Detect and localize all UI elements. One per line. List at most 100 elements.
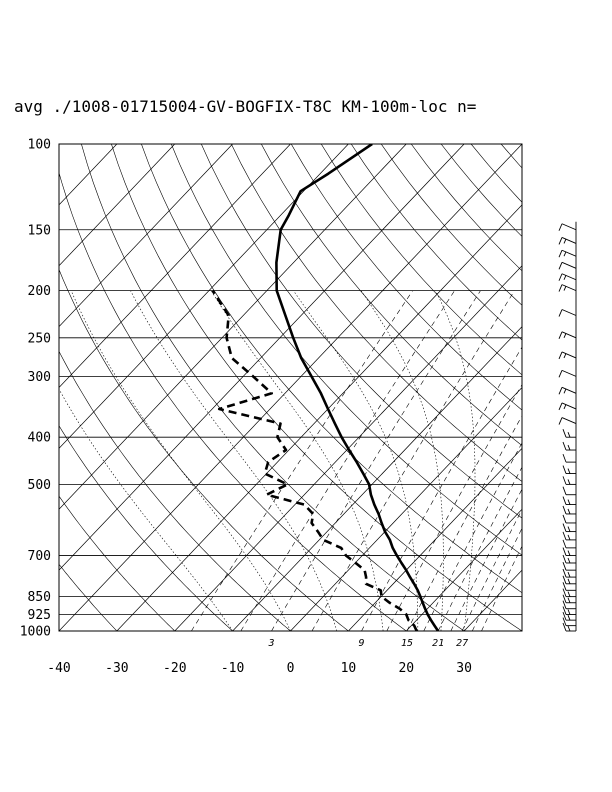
moist-adiabat — [70, 290, 291, 631]
wind-barb — [562, 465, 576, 474]
wind-barb-feather — [562, 600, 567, 609]
pressure-tick-label: 400 — [28, 431, 51, 446]
wind-barb — [562, 496, 576, 506]
wind-barb-feather — [562, 611, 567, 621]
temperature-tick-label: -30 — [105, 661, 128, 676]
dry-adiabat — [231, 144, 522, 482]
pressure-tick-label: 850 — [28, 590, 51, 605]
pressure-tick-label: 925 — [28, 608, 51, 623]
wind-barb — [562, 561, 576, 571]
wind-barb — [558, 309, 577, 317]
temperature-tick-label: -20 — [163, 661, 186, 676]
wind-barb-feather — [562, 523, 567, 532]
wind-barb-feather — [563, 388, 567, 394]
wind-barb-feather — [562, 429, 567, 438]
wind-barb-shaft — [561, 417, 577, 424]
moist-adiabat — [130, 290, 338, 631]
isotherm — [59, 144, 118, 206]
wind-barb-shaft — [561, 351, 577, 359]
plot-frame — [58, 143, 523, 632]
wind-barb-feather — [562, 568, 567, 578]
wind-barb — [562, 539, 576, 549]
wind-barb — [562, 486, 576, 496]
wind-barb-feather — [563, 251, 567, 257]
wind-barb-feather — [558, 284, 563, 292]
wind-barb-feather — [562, 622, 567, 632]
mixing-ratio-line — [406, 415, 522, 631]
wind-barb-feather — [558, 309, 563, 317]
wind-barb-feather — [562, 476, 567, 485]
mixing-ratio-label: 27 — [456, 638, 468, 649]
wind-barb — [562, 547, 576, 557]
moist-adiabat — [360, 290, 444, 631]
mixing-ratio-line — [423, 442, 522, 631]
dry-adiabat — [500, 144, 522, 169]
dry-adiabat — [350, 144, 522, 341]
wind-barb-feather — [558, 402, 563, 411]
wind-barb — [558, 369, 577, 378]
wind-barb — [562, 514, 576, 524]
moist-adiabat — [59, 388, 233, 631]
wind-barb-feather — [562, 606, 567, 615]
wind-barb-feather — [558, 273, 563, 281]
wind-barb-feather — [562, 531, 567, 541]
dry-adiabat — [201, 144, 522, 519]
wind-barb-feather — [567, 479, 571, 485]
dewpoint-profile — [211, 289, 418, 631]
isotherm — [59, 144, 465, 571]
dry-adiabat — [440, 144, 522, 237]
wind-barb-feather — [558, 351, 563, 360]
dry-adiabat — [290, 144, 522, 411]
wind-barb — [558, 417, 577, 425]
isotherm — [59, 144, 176, 267]
wind-barb-shaft — [561, 284, 577, 292]
wind-barb-shaft — [561, 223, 577, 231]
wind-barb-feather — [567, 508, 571, 515]
dry-adiabat — [171, 144, 522, 556]
wind-barb — [558, 351, 577, 360]
wind-barb-feather — [562, 582, 567, 591]
pressure-tick-label: 100 — [28, 138, 51, 153]
wind-barb — [562, 441, 576, 451]
wind-barb — [558, 273, 577, 281]
wind-barb-feather — [567, 526, 571, 532]
wind-barb-feather — [562, 617, 567, 626]
wind-barb — [562, 622, 576, 632]
wind-barb — [562, 582, 576, 591]
wind-barb-feather — [567, 468, 571, 474]
wind-barb — [562, 594, 576, 604]
isotherm — [59, 144, 291, 389]
mixing-ratio-line — [450, 488, 522, 631]
wind-barb-feather — [563, 275, 567, 280]
dry-adiabat — [410, 144, 522, 272]
isotherm — [463, 569, 522, 631]
wind-barb-feather — [567, 597, 571, 603]
wind-barb-feather — [562, 505, 567, 515]
pressure-tick-label: 700 — [28, 549, 51, 564]
wind-barb-feather — [563, 404, 567, 410]
wind-barb-feather — [562, 453, 567, 463]
wind-barb — [562, 476, 576, 485]
isotherm — [348, 447, 522, 631]
wind-barb-feather — [567, 625, 571, 632]
wind-barb-feather — [562, 465, 567, 474]
isotherm — [521, 630, 522, 631]
temperature-tick-label: 0 — [287, 661, 295, 676]
wind-barb-feather — [562, 575, 567, 584]
mixing-ratio-line — [437, 466, 522, 631]
dry-adiabat — [380, 144, 522, 306]
wind-barb-shaft — [561, 386, 577, 394]
wind-barb-feather — [562, 547, 567, 556]
mixing-ratio-label: 21 — [432, 638, 444, 649]
wind-barb-feather — [558, 331, 563, 339]
wind-barb-feather — [567, 499, 571, 505]
isotherm — [59, 144, 522, 631]
wind-barb — [562, 575, 576, 585]
wind-barb — [558, 223, 577, 231]
wind-barb-feather — [558, 250, 563, 258]
isotherm — [59, 144, 349, 449]
wind-barb — [562, 611, 576, 621]
dry-adiabat — [81, 144, 465, 631]
wind-barb — [558, 402, 577, 411]
wind-barb-feather — [562, 539, 567, 549]
